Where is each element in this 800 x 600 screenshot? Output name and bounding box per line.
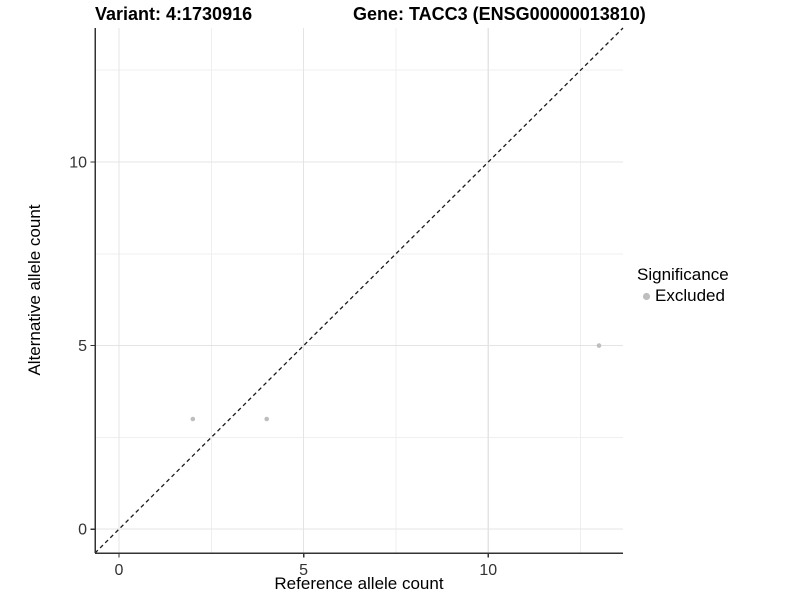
data-point	[596, 343, 602, 348]
y-axis-title: Alternative allele count	[25, 204, 44, 376]
x-tick-label: 10	[479, 562, 497, 579]
y-tick-label: 5	[78, 338, 87, 355]
y-tick-label: 0	[78, 522, 87, 539]
identity-reference-line	[94, 27, 624, 554]
data-point	[264, 416, 269, 422]
y-tick-label: 10	[69, 155, 87, 172]
data-point	[190, 416, 196, 422]
legend-entry-excluded: Excluded	[641, 286, 729, 306]
variant-title: Variant: 4:1730916	[95, 4, 253, 24]
legend-entry-label: Excluded	[655, 286, 725, 305]
legend-title: Significance	[637, 265, 729, 284]
x-tick-label: 0	[115, 562, 124, 579]
legend: Significance Excluded	[637, 264, 729, 306]
gene-title: Gene: TACC3 (ENSG00000013810)	[353, 4, 646, 24]
legend-point-swatch	[642, 292, 651, 300]
x-tick-label: 5	[299, 562, 308, 579]
legend-point-icon	[642, 292, 651, 300]
x-axis-title: Reference allele count	[274, 574, 444, 593]
